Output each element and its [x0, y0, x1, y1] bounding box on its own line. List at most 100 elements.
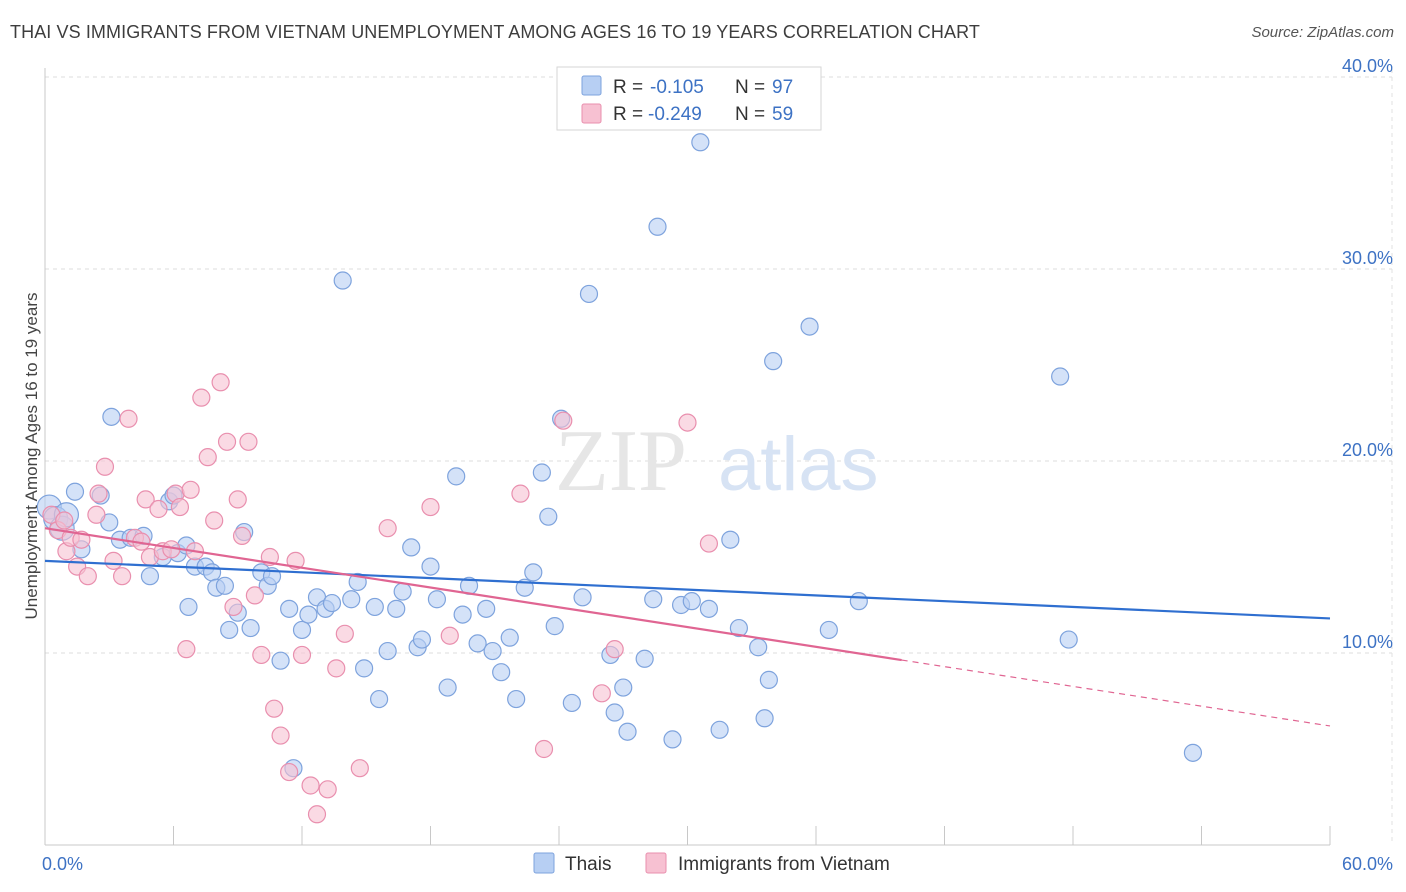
trend-line-vietnam [44, 527, 902, 662]
point-thais-77 [644, 590, 663, 609]
point-thais-92 [819, 620, 838, 640]
point-thais-24 [220, 620, 239, 640]
point-thais-82 [691, 133, 710, 152]
point-vietnam-29 [211, 373, 230, 392]
point-thais-46 [387, 599, 406, 618]
legend-n-label-vietnam: N = [735, 104, 765, 125]
point-thais-79 [663, 730, 682, 749]
point-thais-64 [524, 563, 543, 582]
point-vietnam-50 [421, 497, 440, 517]
point-vietnam-48 [350, 759, 369, 778]
point-thais-51 [421, 557, 440, 576]
y-tick-label-0: 10.0% [1342, 632, 1393, 652]
point-vietnam-40 [280, 762, 299, 782]
point-thais-18 [179, 597, 198, 617]
point-thais-60 [492, 663, 511, 682]
point-vietnam-45 [318, 780, 337, 799]
point-vietnam-8 [87, 505, 106, 524]
point-thais-12 [140, 567, 160, 586]
point-thais-61 [500, 628, 519, 647]
trend-lines [44, 527, 1331, 727]
point-vietnam-30 [217, 432, 237, 451]
legend-n-value-thais: 97 [772, 77, 793, 98]
chart-source: Source: ZipAtlas.com [1251, 24, 1394, 41]
point-thais-73 [605, 703, 624, 722]
x-tick-label-max: 60.0% [1342, 854, 1393, 874]
point-thais-67 [545, 617, 564, 636]
watermark: ZIP atlas [555, 413, 879, 510]
point-thais-39 [333, 271, 352, 290]
point-thais-34 [292, 620, 312, 640]
point-thais-88 [755, 709, 774, 728]
point-thais-93 [849, 592, 868, 611]
point-thais-4 [65, 482, 85, 501]
point-vietnam-7 [78, 567, 97, 586]
x-tick-labels: 0.0% 60.0% [42, 854, 1393, 874]
legend-r-label-thais: R = [613, 77, 643, 98]
point-vietnam-43 [301, 776, 320, 795]
point-thais-45 [378, 641, 397, 661]
point-thais-59 [483, 641, 502, 661]
point-thais-57 [468, 634, 487, 653]
x-tick-label-min: 0.0% [42, 854, 83, 874]
point-vietnam-12 [112, 567, 132, 586]
legend-swatch-vietnam [581, 103, 602, 124]
point-thais-83 [699, 599, 719, 618]
watermark-zip: ZIP [555, 413, 687, 510]
point-thais-38 [322, 593, 342, 613]
axes [44, 68, 1331, 846]
point-thais-48 [402, 538, 421, 557]
point-thais-74 [614, 678, 633, 697]
point-vietnam-9 [89, 484, 108, 503]
point-vietnam-38 [265, 699, 284, 718]
point-thais-95 [1059, 630, 1078, 649]
point-thais-70 [573, 588, 592, 607]
point-vietnam-22 [170, 497, 190, 517]
point-thais-52 [427, 590, 447, 609]
point-vietnam-23 [177, 640, 196, 659]
y-tick-labels: 10.0% 20.0% 30.0% 40.0% [1342, 56, 1393, 652]
point-thais-81 [682, 592, 701, 611]
point-vietnam-58 [699, 534, 719, 553]
point-vietnam-35 [245, 586, 264, 605]
point-vietnam-54 [554, 411, 573, 430]
point-thais-27 [241, 618, 260, 638]
point-thais-86 [729, 618, 749, 638]
trend-line-vietnam-extrapolated [901, 659, 1331, 727]
point-vietnam-34 [239, 432, 258, 451]
point-thais-8 [102, 407, 121, 426]
point-thais-75 [618, 722, 637, 741]
point-vietnam-32 [228, 490, 247, 509]
bottom-legend-label-vietnam: Immigrants from Vietnam [678, 854, 890, 875]
point-thais-40 [342, 590, 361, 609]
data-points [36, 133, 1203, 824]
point-thais-44 [370, 689, 389, 709]
point-vietnam-49 [378, 519, 397, 538]
point-thais-50 [412, 630, 432, 649]
trend-line-thais [44, 559, 1331, 620]
point-vietnam-36 [252, 645, 271, 665]
point-vietnam-53 [534, 739, 554, 759]
point-vietnam-31 [224, 597, 243, 617]
point-thais-35 [299, 605, 318, 624]
point-thais-94 [1051, 367, 1070, 386]
point-vietnam-56 [605, 640, 624, 659]
point-vietnam-18 [149, 499, 168, 519]
point-vietnam-44 [307, 805, 327, 824]
point-thais-69 [562, 693, 581, 713]
point-thais-62 [507, 689, 526, 709]
point-thais-84 [710, 720, 729, 739]
y-tick-label-2: 30.0% [1342, 248, 1393, 268]
point-vietnam-33 [232, 526, 252, 545]
point-thais-32 [280, 599, 299, 618]
point-thais-42 [355, 659, 374, 678]
point-vietnam-28 [205, 511, 224, 530]
point-thais-85 [721, 530, 740, 549]
point-thais-76 [635, 649, 654, 668]
point-thais-71 [579, 284, 599, 304]
point-vietnam-47 [335, 624, 354, 643]
point-vietnam-52 [511, 484, 530, 503]
point-vietnam-11 [104, 551, 123, 570]
legend-n-value-vietnam: 59 [772, 104, 793, 125]
point-thais-87 [749, 638, 768, 657]
